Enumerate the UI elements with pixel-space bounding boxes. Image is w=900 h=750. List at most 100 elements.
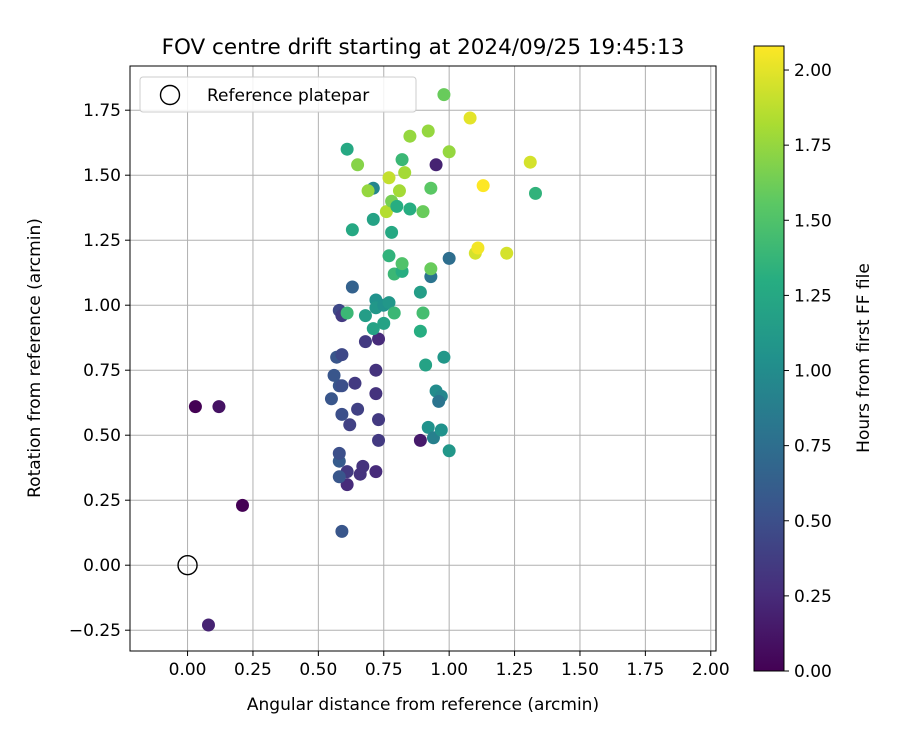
scatter-point [335, 379, 349, 393]
scatter-point [361, 184, 375, 198]
colorbar-tick-label: 0.50 [794, 512, 832, 532]
scatter-point [442, 145, 456, 159]
chart-title: FOV centre drift starting at 2024/09/25 … [162, 35, 685, 60]
scatter-point [385, 225, 399, 239]
scatter-point [424, 181, 438, 195]
scatter-point [372, 332, 386, 346]
scatter-point [351, 158, 365, 172]
scatter-point [382, 171, 396, 185]
scatter-point [442, 444, 456, 458]
scatter-point [434, 423, 448, 437]
scatter-point [403, 129, 417, 143]
scatter-point [528, 186, 542, 200]
reference-point [177, 555, 198, 576]
scatter-point [523, 155, 537, 169]
y-tick-label: 0.50 [83, 426, 121, 446]
scatter-point [437, 350, 451, 364]
y-tick-label: 0.25 [83, 491, 121, 511]
x-tick-label: 1.75 [626, 660, 664, 680]
scatter-point [358, 309, 372, 323]
scatter-point [366, 212, 380, 226]
scatter-point [372, 433, 386, 447]
scatter-point [419, 358, 433, 372]
legend-label: Reference platepar [207, 86, 369, 106]
scatter-point [372, 413, 386, 427]
colorbar-tick-label: 0.00 [794, 662, 832, 682]
scatter-point [366, 322, 380, 336]
x-tick-label: 2.00 [692, 660, 730, 680]
grid [130, 66, 716, 651]
scatter-point [421, 420, 435, 434]
scatter-point [392, 184, 406, 198]
scatter-point [429, 158, 443, 172]
scatter-point [379, 205, 393, 219]
scatter-point [348, 376, 362, 390]
scatter-point [235, 498, 249, 512]
scatter-point [387, 306, 401, 320]
scatter-point [377, 316, 391, 330]
x-tick-label: 1.00 [430, 660, 468, 680]
colorbar-label: Hours from first FF file [854, 263, 874, 453]
scatter-point [403, 202, 417, 216]
scatter-point [335, 348, 349, 362]
scatter-point [413, 285, 427, 299]
colorbar-ticks: 0.00 0.25 0.50 0.75 1.00 1.25 1.50 1.75 2.00 [784, 61, 832, 682]
scatter-point [463, 111, 477, 125]
scatter-point [437, 88, 451, 102]
scatter-point [476, 179, 490, 193]
colorbar [753, 45, 785, 672]
colorbar-tick-label: 1.50 [794, 211, 832, 231]
scatter-point [416, 205, 430, 219]
scatter-point [212, 400, 226, 414]
y-axis-ticks: −0.25 0.00 0.25 0.50 0.75 1.00 1.25 1.50 1.75 [69, 101, 130, 641]
x-tick-label: 1.25 [496, 660, 534, 680]
scatter-points [188, 88, 542, 632]
colorbar-tick-label: 1.75 [794, 136, 832, 156]
y-tick-label: 0.75 [83, 361, 121, 381]
scatter-point [340, 142, 354, 156]
scatter-point [442, 251, 456, 265]
scatter-point [413, 324, 427, 338]
scatter-point [395, 153, 409, 167]
scatter-point [188, 400, 202, 414]
scatter-point [382, 249, 396, 263]
legend-marker-open-circle [159, 84, 181, 106]
scatter-point [356, 459, 370, 473]
scatter-point [201, 618, 215, 632]
x-tick-label: 0.50 [299, 660, 337, 680]
scatter-point [471, 241, 485, 255]
scatter-point [390, 199, 404, 213]
scatter-point [332, 470, 346, 484]
y-tick-label: 0.00 [83, 556, 121, 576]
legend-box [139, 76, 417, 113]
scatter-point [369, 363, 383, 377]
colorbar-tick-label: 2.00 [794, 61, 832, 81]
scatter-point [335, 524, 349, 538]
y-tick-label: 1.25 [83, 231, 121, 251]
scatter-point [335, 407, 349, 421]
scatter-point [345, 280, 359, 294]
y-tick-label: 1.00 [83, 296, 121, 316]
scatter-point [413, 433, 427, 447]
colorbar-tick-label: 1.00 [794, 362, 832, 382]
scatter-point [421, 124, 435, 138]
plot-frame [129, 65, 717, 652]
scatter-point [395, 257, 409, 271]
x-tick-label: 0.25 [234, 660, 272, 680]
scatter-point [358, 335, 372, 349]
x-tick-label: 0.75 [365, 660, 403, 680]
scatter-point [345, 223, 359, 237]
y-tick-label: 1.50 [83, 166, 121, 186]
scatter-point [343, 418, 357, 432]
scatter-point [332, 446, 346, 460]
scatter-point [432, 394, 446, 408]
y-axis-label: Rotation from reference (arcmin) [25, 218, 45, 498]
scatter-point [424, 262, 438, 276]
y-tick-label: −0.25 [69, 621, 121, 641]
scatter-point [369, 465, 383, 479]
scatter-point [382, 296, 396, 310]
scatter-point [398, 166, 412, 180]
x-tick-label: 1.50 [561, 660, 599, 680]
scatter-point [324, 392, 338, 406]
